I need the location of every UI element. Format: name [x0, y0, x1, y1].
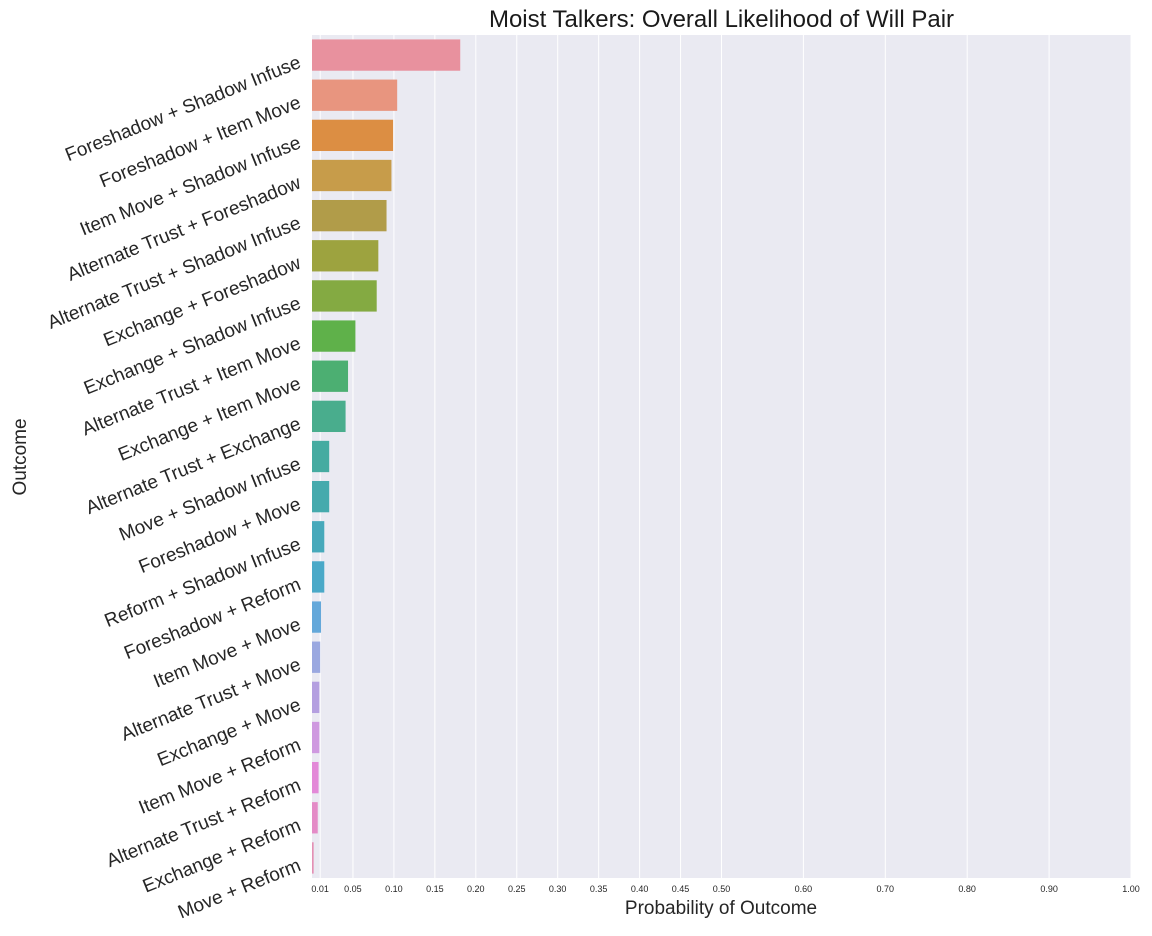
- x-tick-label: 0.45: [672, 884, 690, 894]
- x-tick-label: 0.50: [713, 884, 731, 894]
- bar: [312, 79, 398, 111]
- x-tick-label: 0.40: [631, 884, 649, 894]
- x-tick-label: 0.15: [426, 884, 444, 894]
- x-tick-label: 0.60: [795, 884, 813, 894]
- bar: [312, 561, 325, 593]
- bar: [312, 681, 320, 714]
- bar: [312, 360, 349, 392]
- x-tick-label: 0.30: [549, 884, 567, 894]
- bar: [312, 320, 356, 352]
- bar: [312, 601, 322, 633]
- x-tick-label: 0.20: [467, 884, 485, 894]
- bar: [312, 641, 321, 673]
- bar: [312, 480, 330, 513]
- x-axis-label: Probability of Outcome: [625, 898, 817, 919]
- bar: [312, 280, 377, 312]
- x-tick-label: 0.90: [1040, 884, 1058, 894]
- x-tick-labels: 0.01 0.05 0.10 0.15 0.20 0.25 0.30 0.35 0.40 0.45…: [311, 884, 1139, 894]
- x-tick-label: 0.05: [344, 884, 362, 894]
- bar: [312, 240, 379, 272]
- bar: [312, 721, 320, 754]
- bar: [312, 39, 461, 71]
- x-tick-label: 0.01: [311, 884, 329, 894]
- bars: [312, 39, 461, 874]
- bar: [312, 440, 330, 473]
- bar: [312, 761, 319, 794]
- x-tick-label: 1.00: [1122, 884, 1140, 894]
- bar: [312, 521, 325, 553]
- bar: [312, 842, 314, 874]
- chart-title: Moist Talkers: Overall Likelihood of Wil…: [488, 6, 955, 33]
- x-tick-label: 0.35: [590, 884, 608, 894]
- x-tick-label: 0.70: [877, 884, 895, 894]
- bar: [312, 159, 392, 192]
- bar: [312, 400, 346, 433]
- x-tick-label: 0.25: [508, 884, 526, 894]
- bar: [312, 199, 387, 232]
- bar: [312, 119, 394, 152]
- y-axis-label: Outcome: [10, 418, 31, 495]
- x-tick-label: 0.10: [385, 884, 403, 894]
- bar: [312, 802, 318, 834]
- gridlines: [319, 35, 1132, 878]
- x-tick-label: 0.80: [958, 884, 976, 894]
